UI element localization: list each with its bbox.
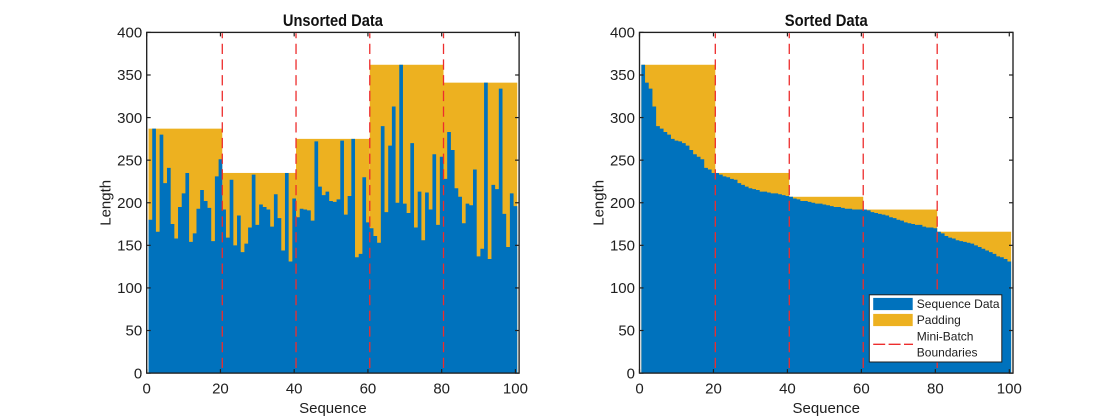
svg-text:350: 350 — [117, 67, 142, 84]
svg-text:20: 20 — [705, 381, 722, 398]
svg-text:400: 400 — [117, 25, 142, 42]
svg-text:Sequence: Sequence — [792, 400, 860, 417]
svg-text:Length: Length — [591, 180, 608, 226]
svg-text:100: 100 — [610, 280, 635, 297]
svg-text:Unsorted Data: Unsorted Data — [283, 11, 383, 30]
svg-text:60: 60 — [360, 381, 377, 398]
svg-text:100: 100 — [503, 381, 528, 398]
svg-text:Sorted Data: Sorted Data — [785, 11, 868, 30]
svg-text:350: 350 — [610, 67, 635, 84]
svg-text:20: 20 — [212, 381, 229, 398]
svg-text:400: 400 — [610, 25, 635, 42]
svg-text:0: 0 — [627, 365, 635, 382]
svg-text:200: 200 — [610, 195, 635, 212]
svg-text:80: 80 — [927, 381, 944, 398]
svg-text:0: 0 — [635, 381, 643, 398]
svg-text:40: 40 — [779, 381, 796, 398]
svg-text:100: 100 — [117, 280, 142, 297]
svg-text:300: 300 — [610, 110, 635, 127]
svg-text:Sequence Data: Sequence Data — [917, 297, 1000, 311]
svg-text:60: 60 — [853, 381, 870, 398]
svg-text:150: 150 — [610, 238, 635, 255]
svg-text:50: 50 — [126, 323, 143, 340]
svg-text:Sequence: Sequence — [299, 400, 367, 417]
svg-text:Mini-Batch: Mini-Batch — [917, 329, 974, 343]
svg-text:150: 150 — [117, 238, 142, 255]
svg-text:50: 50 — [618, 323, 635, 340]
svg-text:80: 80 — [433, 381, 450, 398]
svg-text:300: 300 — [117, 110, 142, 127]
svg-text:250: 250 — [117, 152, 142, 169]
svg-text:0: 0 — [134, 365, 142, 382]
svg-text:200: 200 — [117, 195, 142, 212]
svg-text:100: 100 — [997, 381, 1022, 398]
svg-text:250: 250 — [610, 152, 635, 169]
svg-text:Length: Length — [98, 180, 115, 226]
svg-text:0: 0 — [143, 381, 151, 398]
svg-text:40: 40 — [286, 381, 303, 398]
svg-text:Boundaries: Boundaries — [917, 345, 978, 359]
svg-text:Padding: Padding — [917, 313, 961, 327]
